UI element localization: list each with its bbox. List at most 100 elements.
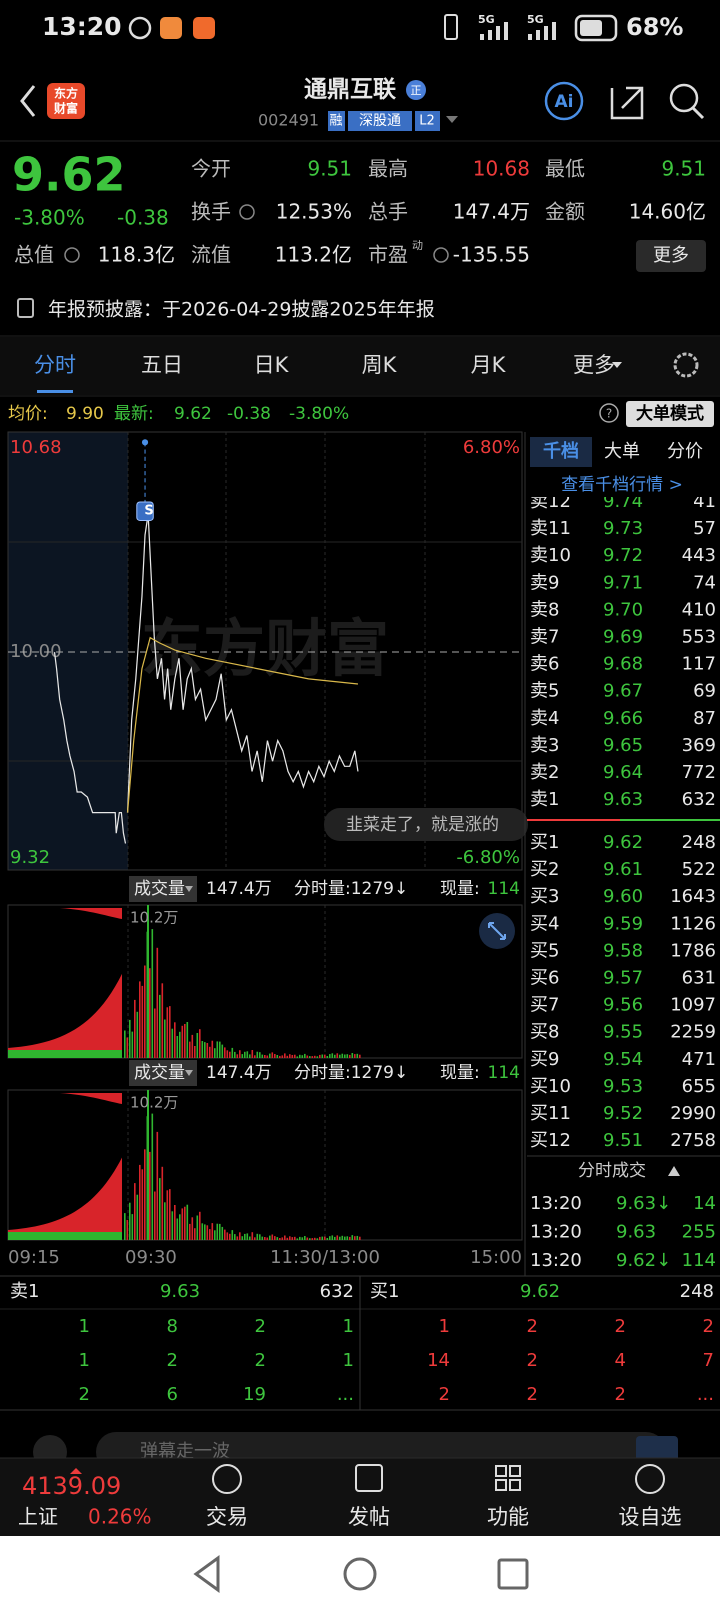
volume-bar bbox=[271, 1234, 274, 1240]
volume-bar bbox=[321, 1236, 324, 1240]
volume-area bbox=[8, 1157, 122, 1240]
index-value[interactable]: 4139.09 bbox=[22, 1472, 121, 1500]
book-price: 9.63 bbox=[603, 789, 643, 810]
tag bbox=[328, 111, 345, 131]
field-value: 113.2亿 bbox=[275, 243, 352, 267]
volume-label: 成交量 bbox=[134, 879, 185, 899]
volume-bar bbox=[194, 1046, 196, 1058]
volume-bar bbox=[289, 1054, 291, 1058]
help-icon[interactable] bbox=[599, 403, 619, 423]
volume-bar bbox=[231, 1047, 234, 1058]
book-link[interactable]: 查看千档行情 > bbox=[561, 475, 683, 495]
tab[interactable]: 五日 bbox=[141, 353, 183, 377]
book-label: 买4 bbox=[530, 913, 559, 934]
book-price: 9.68 bbox=[603, 654, 643, 675]
volume-label-box[interactable] bbox=[129, 876, 197, 902]
info-icon[interactable] bbox=[64, 247, 80, 263]
book-volume: 41 bbox=[693, 491, 716, 512]
field-label: 总值 bbox=[14, 243, 54, 267]
nav-item[interactable]: 功能 bbox=[487, 1505, 529, 1529]
search-button[interactable] bbox=[669, 83, 699, 113]
mode-button[interactable] bbox=[626, 401, 714, 427]
notice[interactable]: 年报预披露：于2026-04-29披露2025年年报 bbox=[17, 298, 435, 321]
volume-bar bbox=[176, 1218, 179, 1240]
signal-label: 5G bbox=[527, 13, 544, 26]
nav-item[interactable]: 设自选 bbox=[619, 1505, 682, 1529]
ai-label: Ai bbox=[555, 92, 574, 112]
back-button[interactable] bbox=[20, 85, 36, 117]
volume-bar bbox=[344, 1236, 346, 1240]
dropdown-arrow[interactable] bbox=[446, 116, 458, 123]
settings-button[interactable] bbox=[673, 352, 699, 378]
book-tab[interactable]: 分价 bbox=[667, 441, 703, 462]
book-price: 9.59 bbox=[603, 913, 643, 934]
book-label: 买12 bbox=[530, 1130, 571, 1151]
volume-bar bbox=[269, 1053, 271, 1058]
volume-bar bbox=[309, 1238, 311, 1240]
battery-icon bbox=[574, 14, 618, 42]
field-sup: 动 bbox=[412, 239, 423, 252]
volume-bar bbox=[126, 1219, 129, 1240]
volume-area bbox=[8, 1232, 122, 1240]
book-tab[interactable]: 千档 bbox=[543, 440, 579, 462]
header: 东方 财富 通鼎互联 正 002491 融 深股通 L2 Ai bbox=[20, 77, 705, 131]
system-home[interactable] bbox=[343, 1557, 377, 1591]
system-recent[interactable] bbox=[497, 1558, 529, 1590]
volume-bar bbox=[124, 1030, 126, 1058]
system-back[interactable] bbox=[193, 1555, 220, 1593]
nav-item[interactable]: 发帖 bbox=[348, 1505, 390, 1529]
field-label: 流值 bbox=[191, 243, 231, 267]
volume-bar bbox=[341, 1235, 344, 1240]
volume-label-box[interactable] bbox=[129, 1060, 197, 1086]
tab[interactable]: 周K bbox=[362, 353, 398, 377]
volume-bar bbox=[286, 1055, 289, 1058]
volume-bar bbox=[224, 1047, 226, 1058]
volume-bar bbox=[294, 1054, 296, 1058]
book-price: 9.70 bbox=[603, 599, 643, 620]
volume-bar bbox=[244, 1051, 246, 1058]
current-volume-label: 现量: bbox=[440, 1063, 480, 1083]
marker[interactable] bbox=[136, 501, 154, 521]
trade-icon bbox=[212, 1464, 242, 1494]
search-handle bbox=[691, 106, 705, 120]
danmaku-bubble[interactable] bbox=[324, 808, 528, 841]
tab[interactable]: 日K bbox=[254, 353, 290, 377]
book-price: 9.64 bbox=[603, 762, 643, 783]
time-label: 09:15 bbox=[8, 1247, 60, 1268]
book-volume: 410 bbox=[682, 599, 716, 620]
book-price: 9.58 bbox=[603, 940, 643, 961]
queue-order: 2 bbox=[615, 1316, 626, 1337]
volume-bar bbox=[274, 1236, 276, 1240]
tab[interactable]: 月K bbox=[471, 353, 507, 377]
current-volume: 114 bbox=[488, 1063, 520, 1083]
volume-bar bbox=[324, 1054, 326, 1058]
tab[interactable]: 分时 bbox=[34, 353, 76, 377]
queue-order: 2 bbox=[255, 1316, 266, 1337]
share-button[interactable] bbox=[610, 86, 644, 120]
info-icon[interactable] bbox=[433, 247, 449, 263]
field-value: 9.51 bbox=[661, 157, 706, 181]
volume-bar bbox=[204, 1224, 206, 1240]
tab[interactable]: 更多 bbox=[573, 353, 615, 377]
ai-button[interactable] bbox=[544, 81, 584, 121]
clock: 13:20 bbox=[42, 12, 122, 41]
tab-bar bbox=[0, 337, 720, 395]
peak-label: 10.2万 bbox=[130, 1094, 178, 1112]
volume-bar bbox=[154, 1191, 156, 1240]
field-label: 市盈 bbox=[368, 243, 408, 267]
peak-label: 10.2万 bbox=[130, 909, 178, 927]
volume-bar bbox=[356, 1053, 359, 1058]
order-book: 千档 大单 分价 查看千档行情 > 卖12 9.74 41 卖11 9.73 57 卖10 9… bbox=[524, 432, 720, 1276]
info-icon[interactable] bbox=[239, 204, 255, 220]
more-button[interactable] bbox=[636, 240, 706, 272]
volume-area bbox=[8, 1050, 122, 1058]
book-volume: 1643 bbox=[670, 886, 716, 907]
book-tab[interactable]: 大单 bbox=[604, 441, 640, 462]
collapse-arrow[interactable] bbox=[668, 1166, 680, 1176]
volume-bar bbox=[219, 1041, 221, 1058]
volume-bar bbox=[206, 1225, 209, 1240]
volume-bar bbox=[241, 1054, 244, 1058]
book-label: 买9 bbox=[530, 1049, 559, 1070]
nav-item[interactable]: 交易 bbox=[206, 1505, 248, 1529]
queue-label: 卖1 bbox=[10, 1281, 39, 1302]
